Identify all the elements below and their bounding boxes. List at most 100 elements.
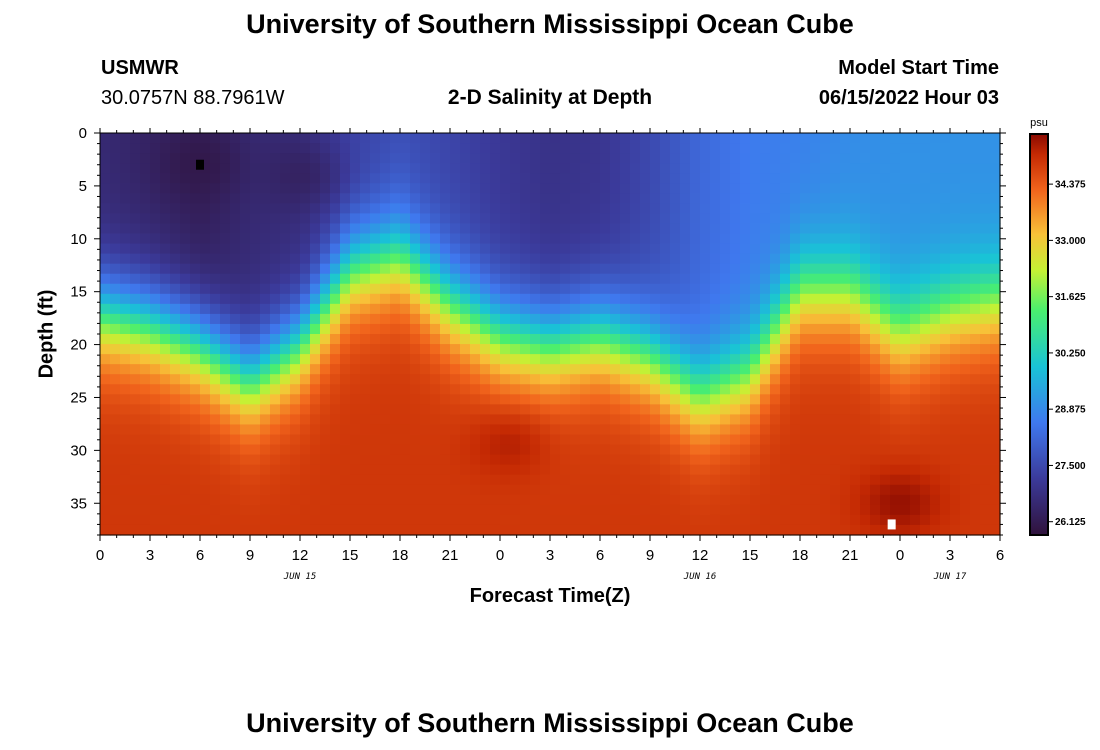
heatmap-cell [110, 243, 121, 255]
heatmap-cell [560, 364, 571, 375]
heatmap-cell [220, 273, 231, 285]
heatmap-cell [220, 233, 231, 245]
heatmap-cell [970, 454, 981, 466]
heatmap-cell [500, 193, 511, 204]
heatmap-cell [160, 263, 171, 275]
heatmap-cell [860, 203, 871, 214]
heatmap-cell [640, 394, 651, 405]
heatmap-cell [410, 183, 421, 194]
heatmap-cell [730, 323, 741, 335]
heatmap-cell [360, 524, 371, 536]
heatmap-cell [710, 293, 721, 305]
heatmap-cell [110, 223, 121, 235]
heatmap-cell [390, 464, 401, 476]
heatmap-cell [610, 464, 621, 476]
heatmap-cell [200, 143, 211, 154]
heatmap-cell [810, 303, 821, 315]
heatmap-cell [720, 303, 731, 315]
heatmap-cell [380, 364, 391, 375]
heatmap-cell [520, 384, 531, 395]
heatmap-cell [840, 384, 851, 395]
heatmap-cell [670, 494, 681, 506]
heatmap-cell [790, 263, 801, 275]
heatmap-cell [770, 203, 781, 214]
heatmap-cell [360, 193, 371, 204]
heatmap-cell [640, 364, 651, 375]
heatmap-cell [470, 484, 481, 496]
heatmap-cell [320, 253, 331, 265]
heatmap-cell [930, 213, 941, 225]
heatmap-cell [210, 263, 221, 275]
heatmap-cell [370, 494, 381, 506]
heatmap-cell [390, 263, 401, 275]
heatmap-cell [860, 434, 871, 446]
heatmap-cell [840, 313, 851, 325]
heatmap-cell [320, 273, 331, 285]
heatmap-cell [790, 434, 801, 446]
heatmap-cell [880, 434, 891, 446]
heatmap-cell [460, 444, 471, 456]
heatmap-cell [330, 183, 341, 194]
heatmap-cell [230, 364, 241, 375]
heatmap-cell [720, 163, 731, 174]
heatmap-cell [290, 344, 301, 355]
x-tick-label: 12 [292, 547, 309, 564]
x-tick-label: 15 [342, 547, 359, 564]
heatmap-cell [430, 454, 441, 466]
heatmap-cell [700, 183, 711, 194]
heatmap-cell [810, 213, 821, 225]
heatmap-cell [510, 223, 521, 235]
heatmap-cell [260, 394, 271, 405]
heatmap-cell [380, 444, 391, 456]
heatmap-cell [670, 143, 681, 154]
heatmap-cell [620, 504, 631, 516]
heatmap-cell [240, 283, 251, 295]
heatmap-cell [300, 414, 311, 426]
heatmap-cell [120, 524, 131, 536]
heatmap-cell [250, 273, 261, 285]
heatmap-cell [480, 313, 491, 325]
heatmap-cell [320, 163, 331, 174]
heatmap-cell [370, 444, 381, 456]
heatmap-cell [680, 514, 691, 526]
heatmap-cell [600, 253, 611, 265]
heatmap-cell [290, 213, 301, 225]
heatmap-cell [780, 434, 791, 446]
heatmap-cell [800, 454, 811, 466]
heatmap-cell [860, 243, 871, 255]
heatmap-cell [120, 323, 131, 335]
heatmap-cell [570, 434, 581, 446]
heatmap-cell [300, 384, 311, 395]
heatmap-cell [120, 173, 131, 184]
heatmap-cell [820, 243, 831, 255]
heatmap-cell [570, 253, 581, 265]
heatmap-cell [900, 293, 911, 305]
heatmap-cell [360, 404, 371, 415]
heatmap-cell [980, 424, 991, 436]
heatmap-cell [570, 243, 581, 255]
heatmap-cell [940, 193, 951, 204]
heatmap-cell [980, 504, 991, 516]
heatmap-cell [290, 183, 301, 194]
heatmap-cell [990, 404, 1001, 415]
heatmap-cell [230, 354, 241, 365]
heatmap-cell [200, 464, 211, 476]
heatmap-cell [660, 334, 671, 345]
heatmap-cell [390, 243, 401, 255]
heatmap-cell [310, 484, 321, 496]
heatmap-cell [170, 133, 181, 144]
heatmap-cell [110, 203, 121, 214]
heatmap-cell [350, 474, 361, 486]
heatmap-cell [900, 233, 911, 245]
heatmap-cell [880, 364, 891, 375]
heatmap-cell [350, 344, 361, 355]
heatmap-cell [310, 183, 321, 194]
heatmap-cell [450, 273, 461, 285]
heatmap-cell [890, 133, 901, 144]
heatmap-cell [620, 524, 631, 536]
heatmap-cell [690, 444, 701, 456]
heatmap-cell [870, 313, 881, 325]
heatmap-cell [400, 394, 411, 405]
heatmap-cell [980, 253, 991, 265]
heatmap-cell [500, 464, 511, 476]
